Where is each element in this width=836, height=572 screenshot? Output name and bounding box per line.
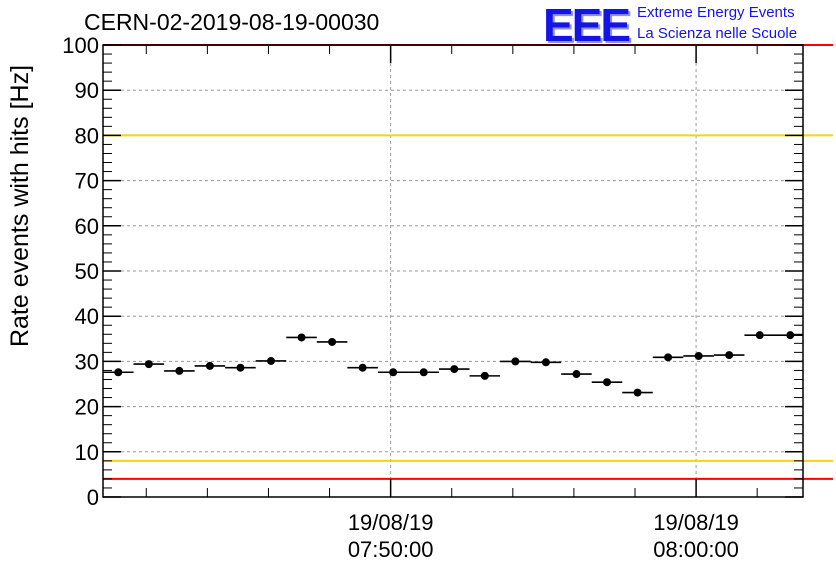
data-point — [572, 370, 581, 379]
data-point — [114, 368, 123, 377]
data-point — [755, 331, 764, 340]
data-point — [450, 365, 459, 374]
data-point — [358, 363, 367, 372]
data-point — [603, 378, 611, 387]
plot-frame — [102, 44, 804, 498]
data-point — [205, 361, 214, 370]
y-tick-label: 90 — [75, 78, 99, 103]
data-point — [694, 351, 703, 360]
data-point — [664, 353, 673, 362]
data-point — [389, 368, 398, 377]
x-tick-date: 19/08/19 — [653, 510, 739, 535]
y-tick-label: 40 — [75, 304, 99, 329]
data-point — [633, 388, 642, 397]
data-points — [103, 331, 803, 397]
y-tick-label: 50 — [75, 259, 99, 284]
eee-logo: EEE Extreme Energy Events La Scienza nel… — [543, 0, 836, 51]
data-point — [328, 337, 337, 346]
data-point — [511, 357, 520, 366]
y-tick-label: 20 — [75, 395, 99, 420]
chart-title: CERN-02-2019-08-19-00030 — [84, 9, 380, 35]
y-tick-label: 70 — [75, 169, 99, 194]
logo-line-1: Extreme Energy Events — [637, 4, 795, 21]
y-tick-label: 100 — [62, 33, 99, 58]
data-point — [725, 351, 734, 360]
x-tick-date: 19/08/19 — [348, 510, 434, 535]
x-tick-time: 08:00:00 — [653, 537, 739, 562]
y-tick-label: 60 — [75, 214, 99, 239]
y-axis-label: Rate events with hits [Hz] — [6, 65, 34, 347]
data-point — [144, 360, 153, 369]
x-tick-time: 07:50:00 — [348, 537, 434, 562]
grid-layer — [103, 45, 803, 497]
data-point — [541, 358, 550, 367]
y-tick-label: 10 — [75, 440, 99, 465]
reference-lines — [103, 44, 833, 480]
data-point — [236, 363, 245, 372]
y-tick-label: 80 — [75, 123, 99, 148]
y-tick-labels: 0 10 20 30 40 50 60 70 80 90 100 — [62, 33, 99, 510]
logo-letters: EEE — [543, 0, 631, 51]
logo-line-2: La Scienza nelle Scuole — [637, 25, 798, 42]
y-tick-label: 30 — [75, 349, 99, 374]
data-point — [786, 331, 795, 340]
data-point — [267, 356, 275, 365]
data-point — [297, 333, 306, 342]
data-point — [480, 371, 489, 380]
data-point — [175, 366, 184, 375]
data-point — [419, 368, 428, 377]
y-tick-label: 0 — [87, 485, 99, 510]
